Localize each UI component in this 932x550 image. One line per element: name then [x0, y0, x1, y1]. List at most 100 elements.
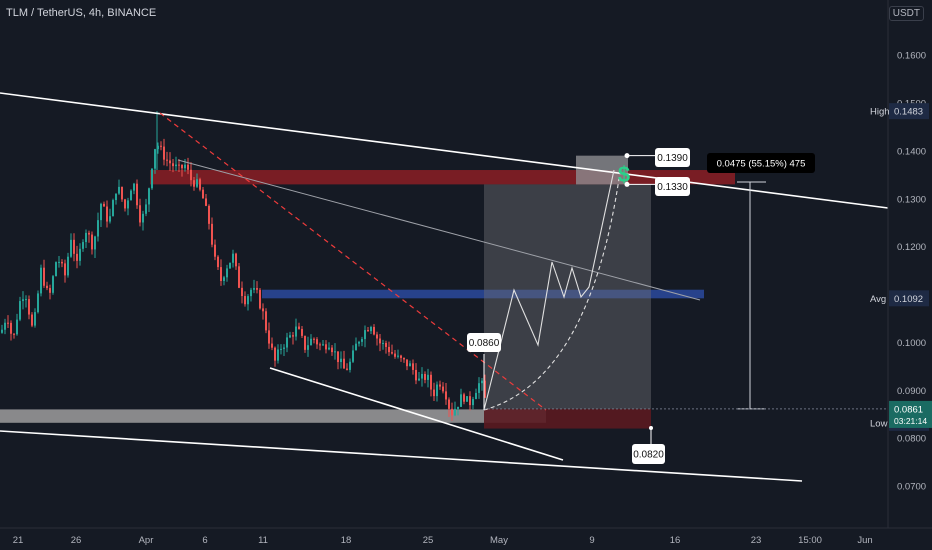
x-tick-label: 25: [423, 535, 434, 546]
candle-body: [163, 146, 165, 160]
candle-body: [181, 164, 183, 169]
current-price-value: 0.0861: [894, 404, 923, 415]
candle-body: [88, 232, 90, 235]
stop-zone: [484, 408, 651, 429]
high-price-name: High: [870, 107, 890, 118]
candle-body: [361, 339, 363, 342]
grey-trendline: [177, 159, 701, 301]
candle-body: [298, 326, 300, 329]
candle-body: [412, 363, 414, 370]
candle-body: [46, 285, 48, 289]
candle-body: [79, 248, 81, 261]
y-tick-label: 0.0800: [897, 434, 926, 445]
target-bottom-label: 0.1330: [657, 182, 688, 193]
candle-body: [277, 349, 279, 361]
candle-body: [202, 189, 204, 199]
target-bottom-label-box: [655, 177, 690, 196]
candle-body: [427, 374, 429, 380]
candle-body: [454, 408, 456, 416]
candle-body: [403, 357, 405, 360]
candle-body: [262, 308, 264, 312]
candle-body: [124, 199, 126, 209]
candle-body: [100, 203, 102, 221]
x-tick-label: 6: [202, 535, 207, 546]
candle-body: [316, 339, 318, 345]
candle-body: [103, 203, 105, 207]
candle-body: [106, 206, 108, 222]
candle-body: [367, 330, 369, 332]
high-price-tag: [889, 103, 929, 120]
x-tick-label: 21: [13, 535, 24, 546]
candle-body: [31, 314, 33, 326]
candle-body: [481, 380, 483, 384]
y-tick-label: 0.1000: [897, 338, 926, 349]
candle-body: [430, 374, 432, 390]
candle-body: [343, 358, 345, 369]
candle-body: [340, 358, 342, 363]
candle-body: [457, 406, 459, 409]
currency-button[interactable]: USDT: [888, 6, 924, 21]
candle-body: [22, 299, 24, 302]
candle-body: [274, 347, 276, 361]
stop-label: 0.0820: [633, 450, 664, 461]
y-tick-label: 0.0700: [897, 482, 926, 493]
handle-dot: [624, 153, 630, 159]
projected-curve: [483, 171, 621, 411]
candle-body: [73, 239, 75, 254]
candle-body: [64, 263, 66, 276]
candle-body: [331, 347, 333, 353]
candle-body: [175, 164, 177, 167]
candle-body: [478, 383, 480, 393]
candle-body: [160, 145, 162, 147]
candle-body: [25, 299, 27, 301]
candle-body: [463, 394, 465, 402]
chart-title: TLM / TetherUS, 4h, BINANCE: [6, 7, 157, 19]
candle-body: [415, 369, 417, 381]
candle-body: [82, 242, 84, 249]
candle-body: [154, 149, 156, 169]
candle-body: [190, 169, 192, 181]
candle-body: [49, 288, 51, 293]
candle-body: [271, 343, 273, 348]
candle-body: [13, 333, 15, 335]
candle-body: [379, 338, 381, 344]
candle-body: [319, 344, 321, 346]
candle-body: [304, 335, 306, 350]
candle-body: [376, 334, 378, 339]
candle-body: [19, 301, 21, 320]
candle-body: [256, 288, 258, 290]
y-tick-label: 0.1300: [897, 194, 926, 205]
candle-body: [373, 326, 375, 335]
candle-body: [352, 350, 354, 362]
avg-price-name: Avg: [870, 294, 886, 305]
support-zone: [0, 409, 546, 423]
candle-body: [424, 373, 426, 380]
candle-body: [469, 396, 471, 406]
x-tick-label: 15:00: [798, 535, 822, 546]
candle-body: [334, 351, 336, 353]
candle-body: [151, 168, 153, 189]
avg-price-value: 0.1092: [894, 294, 923, 305]
candle-body: [325, 344, 327, 350]
candle-body: [172, 163, 174, 167]
candle-body: [58, 261, 60, 263]
red-dashed-trendline: [159, 112, 547, 411]
candle-body: [451, 408, 453, 416]
candle-body: [37, 293, 39, 313]
current-price-tag: [889, 400, 932, 428]
candle-body: [139, 205, 141, 223]
candle-body: [193, 180, 195, 187]
candle-body: [253, 288, 255, 290]
candle-body: [220, 267, 222, 282]
dollar-icon: $: [618, 162, 630, 187]
handle-dot: [624, 181, 630, 187]
candle-body: [136, 183, 138, 206]
y-tick-label: 0.1600: [897, 51, 926, 62]
candle-body: [400, 355, 402, 358]
candle-body: [1, 329, 3, 333]
measure-label: 0.0475 (55.15%) 475: [717, 159, 806, 170]
candle-body: [40, 267, 42, 294]
